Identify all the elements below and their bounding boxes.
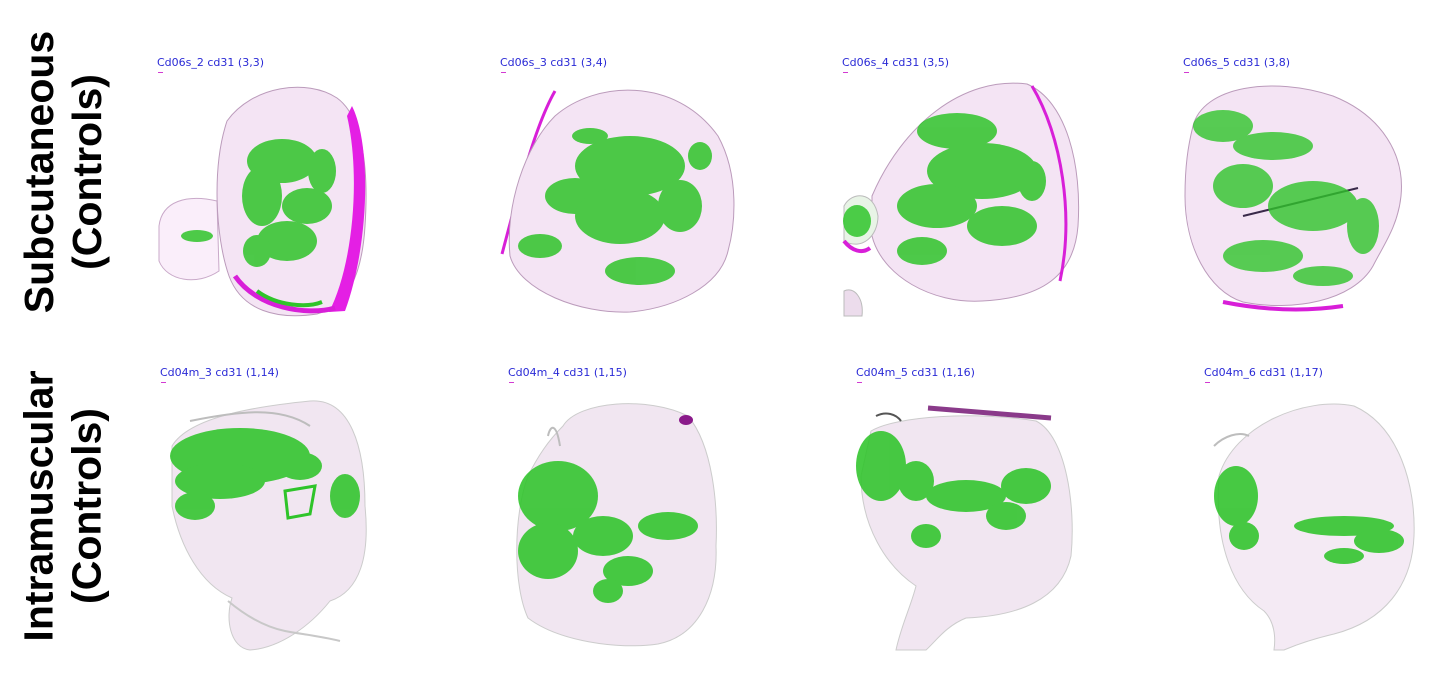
tissue-section-image	[856, 405, 1073, 651]
tissue-panel-cd06s-5: Cd06s_5 cd31 (3,8)	[1183, 56, 1413, 320]
panel-title: Cd06s_5 cd31 (3,8)	[1183, 56, 1290, 73]
row-label-subcutaneous: Subcutaneous (Controls)	[8, 12, 118, 332]
panel-title: Cd06s_4 cd31 (3,5)	[842, 56, 949, 73]
panel-title: Cd04m_3 cd31 (1,14)	[160, 366, 279, 383]
tissue-panel-cd06s-4: Cd06s_4 cd31 (3,5)	[842, 56, 1087, 320]
tissue-section-image	[170, 400, 367, 651]
tissue-section-image	[516, 403, 717, 647]
tissue-panel-cd04m-6: Cd04m_6 cd31 (1,17)	[1204, 366, 1419, 652]
tissue-section-image	[500, 89, 735, 313]
row-label-line2: (Controls)	[64, 408, 110, 604]
tissue-panel-cd06s-2: Cd06s_2 cd31 (3,3)	[157, 56, 387, 320]
panel-title: Cd04m_4 cd31 (1,15)	[508, 366, 627, 383]
tissue-section-image	[1213, 403, 1415, 651]
panel-title: Cd04m_6 cd31 (1,17)	[1204, 366, 1323, 383]
row-label-line2: (Controls)	[64, 74, 111, 270]
row-label-line1: Intramuscular	[16, 370, 62, 642]
panel-title: Cd06s_3 cd31 (3,4)	[500, 56, 607, 73]
panel-title: Cd06s_2 cd31 (3,3)	[157, 56, 264, 73]
tissue-panel-cd04m-5: Cd04m_5 cd31 (1,16)	[856, 366, 1086, 652]
tissue-panel-cd06s-3: Cd06s_3 cd31 (3,4)	[500, 56, 740, 320]
panel-title: Cd04m_5 cd31 (1,16)	[856, 366, 975, 383]
tissue-panel-cd04m-3: Cd04m_3 cd31 (1,14)	[160, 366, 390, 652]
row-label-line1: Subcutaneous	[16, 30, 63, 314]
tissue-section-image	[842, 82, 1080, 317]
row-label-intramuscular: Intramuscular (Controls)	[8, 340, 118, 672]
tissue-section-image	[1184, 85, 1402, 312]
tissue-panel-cd04m-4: Cd04m_4 cd31 (1,15)	[508, 366, 738, 652]
tissue-section-image	[158, 86, 367, 317]
